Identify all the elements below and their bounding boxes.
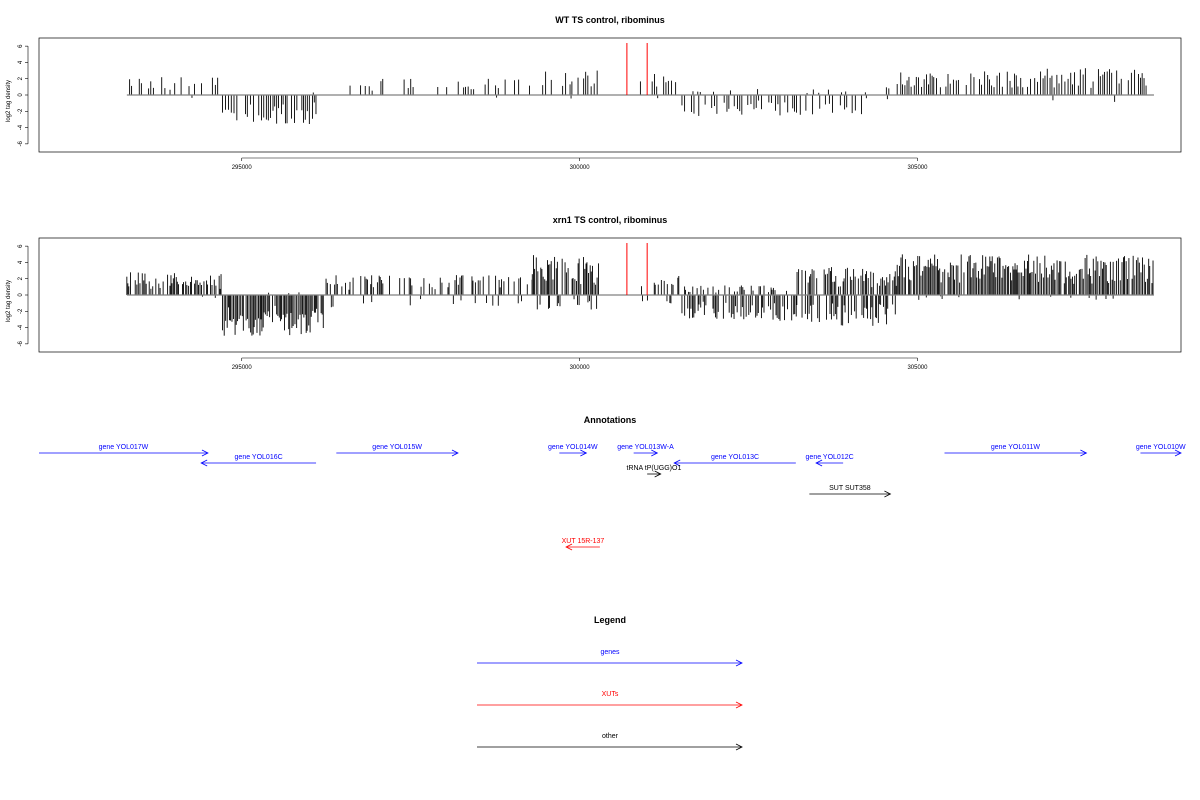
y-tick-label: 0	[18, 293, 24, 297]
feature-arrowhead	[200, 459, 208, 467]
xrn1-density-panel: xrn1 TS control, ribominus log2 tag dens…	[6, 215, 1182, 371]
legend-item: XUTs	[477, 691, 743, 709]
feature-arrowhead	[201, 449, 209, 457]
feature-arrowhead	[580, 449, 588, 457]
y-tick-label: 0	[18, 93, 24, 97]
y-tick-label: 4	[18, 60, 24, 64]
annotations-title: Annotations	[584, 415, 637, 425]
feature-arrowhead	[565, 543, 573, 551]
annotation-feature: gene YOL013C	[673, 454, 796, 467]
panel-title: WT TS control, ribominus	[555, 15, 665, 25]
annotation-tracks: gene YOL017W gene YOL016C gene YOL015W gene…	[39, 444, 1186, 551]
y-tick-label: 6	[18, 244, 24, 248]
y-tick-label: 2	[18, 76, 24, 80]
x-axis: 295000 300000 305000	[232, 157, 928, 171]
boundary-markers	[626, 243, 648, 295]
y-tick-label: -2	[18, 308, 24, 314]
y-axis-label: log2 tag density	[6, 80, 12, 122]
y-tick-label: 4	[18, 260, 24, 264]
panel-title: xrn1 TS control, ribominus	[553, 215, 668, 225]
legend-item: other	[477, 733, 743, 751]
y-tick-label: -4	[18, 324, 24, 330]
legend-panel: Legend genes XUTs other	[477, 615, 743, 751]
legend-title: Legend	[594, 615, 626, 625]
y-tick-label: -2	[18, 108, 24, 114]
x-tick-label: 305000	[907, 365, 928, 371]
annotation-feature: gene YOL012C	[806, 454, 854, 467]
feature-label: gene YOL017W	[99, 444, 149, 451]
signal-bars	[126, 68, 1154, 124]
feature-arrowhead	[815, 459, 823, 467]
y-tick-label: -4	[18, 124, 24, 130]
annotation-feature: gene YOL017W	[39, 444, 209, 457]
x-axis: 295000 300000 305000	[232, 357, 928, 371]
annotation-feature: gene YOL011W	[944, 444, 1088, 457]
annotation-feature: tRNA tP(UGG)O1	[627, 465, 682, 478]
feature-arrowhead	[1174, 449, 1182, 457]
feature-arrowhead	[1080, 449, 1088, 457]
y-axis-label: log2 tag density	[6, 280, 12, 322]
feature-arrowhead	[451, 449, 459, 457]
feature-label: XUT 15R-137	[562, 538, 605, 545]
legend-arrowhead	[735, 743, 743, 751]
annotation-feature: gene YOL014W	[548, 444, 598, 457]
legend-item: genes	[477, 649, 743, 667]
annotation-feature: SUT SUT358	[809, 485, 892, 498]
boundary-markers	[626, 43, 648, 95]
feature-label: gene YOL010W	[1136, 444, 1186, 451]
feature-label: gene YOL016C	[235, 454, 283, 461]
wt-density-panel: WT TS control, ribominus log2 tag densit…	[6, 15, 1182, 171]
plot-frame	[38, 37, 1182, 153]
signal-bars	[126, 254, 1154, 336]
y-tick-label: 6	[18, 44, 24, 48]
legend-items: genes XUTs other	[477, 649, 743, 751]
legend-label: other	[602, 733, 619, 740]
feature-arrowhead	[654, 470, 662, 478]
annotation-feature: XUT 15R-137	[562, 538, 605, 551]
legend-label: XUTs	[602, 691, 619, 698]
feature-label: SUT SUT358	[829, 485, 871, 492]
feature-label: tRNA tP(UGG)O1	[627, 465, 682, 472]
x-tick-label: 295000	[232, 365, 253, 371]
legend-label: genes	[600, 649, 620, 656]
annotation-feature: gene YOL015W	[336, 444, 459, 457]
y-axis: 6 4 2 0 -2 -4 -6	[18, 244, 29, 347]
annotation-feature: gene YOL010W	[1136, 444, 1186, 457]
x-tick-label: 300000	[570, 365, 591, 371]
y-tick-label: -6	[18, 341, 24, 347]
legend-arrowhead	[735, 659, 743, 667]
feature-arrowhead	[884, 490, 892, 498]
feature-label: gene YOL015W	[372, 444, 422, 451]
annotation-feature: gene YOL013W-A	[617, 444, 674, 457]
feature-label: gene YOL014W	[548, 444, 598, 451]
y-axis: 6 4 2 0 -2 -4 -6	[18, 44, 29, 147]
x-tick-label: 305000	[907, 165, 928, 171]
x-tick-label: 300000	[570, 165, 591, 171]
legend-arrowhead	[735, 701, 743, 709]
feature-label: gene YOL012C	[806, 454, 854, 461]
plot-frame	[38, 237, 1182, 353]
annotation-feature: gene YOL016C	[200, 454, 317, 467]
feature-label: gene YOL013W-A	[617, 444, 674, 451]
feature-arrowhead	[651, 449, 659, 457]
feature-arrowhead	[673, 459, 681, 467]
y-tick-label: -6	[18, 141, 24, 147]
y-tick-label: 2	[18, 276, 24, 280]
feature-label: gene YOL013C	[711, 454, 759, 461]
feature-label: gene YOL011W	[991, 444, 1041, 451]
x-tick-label: 295000	[232, 165, 253, 171]
